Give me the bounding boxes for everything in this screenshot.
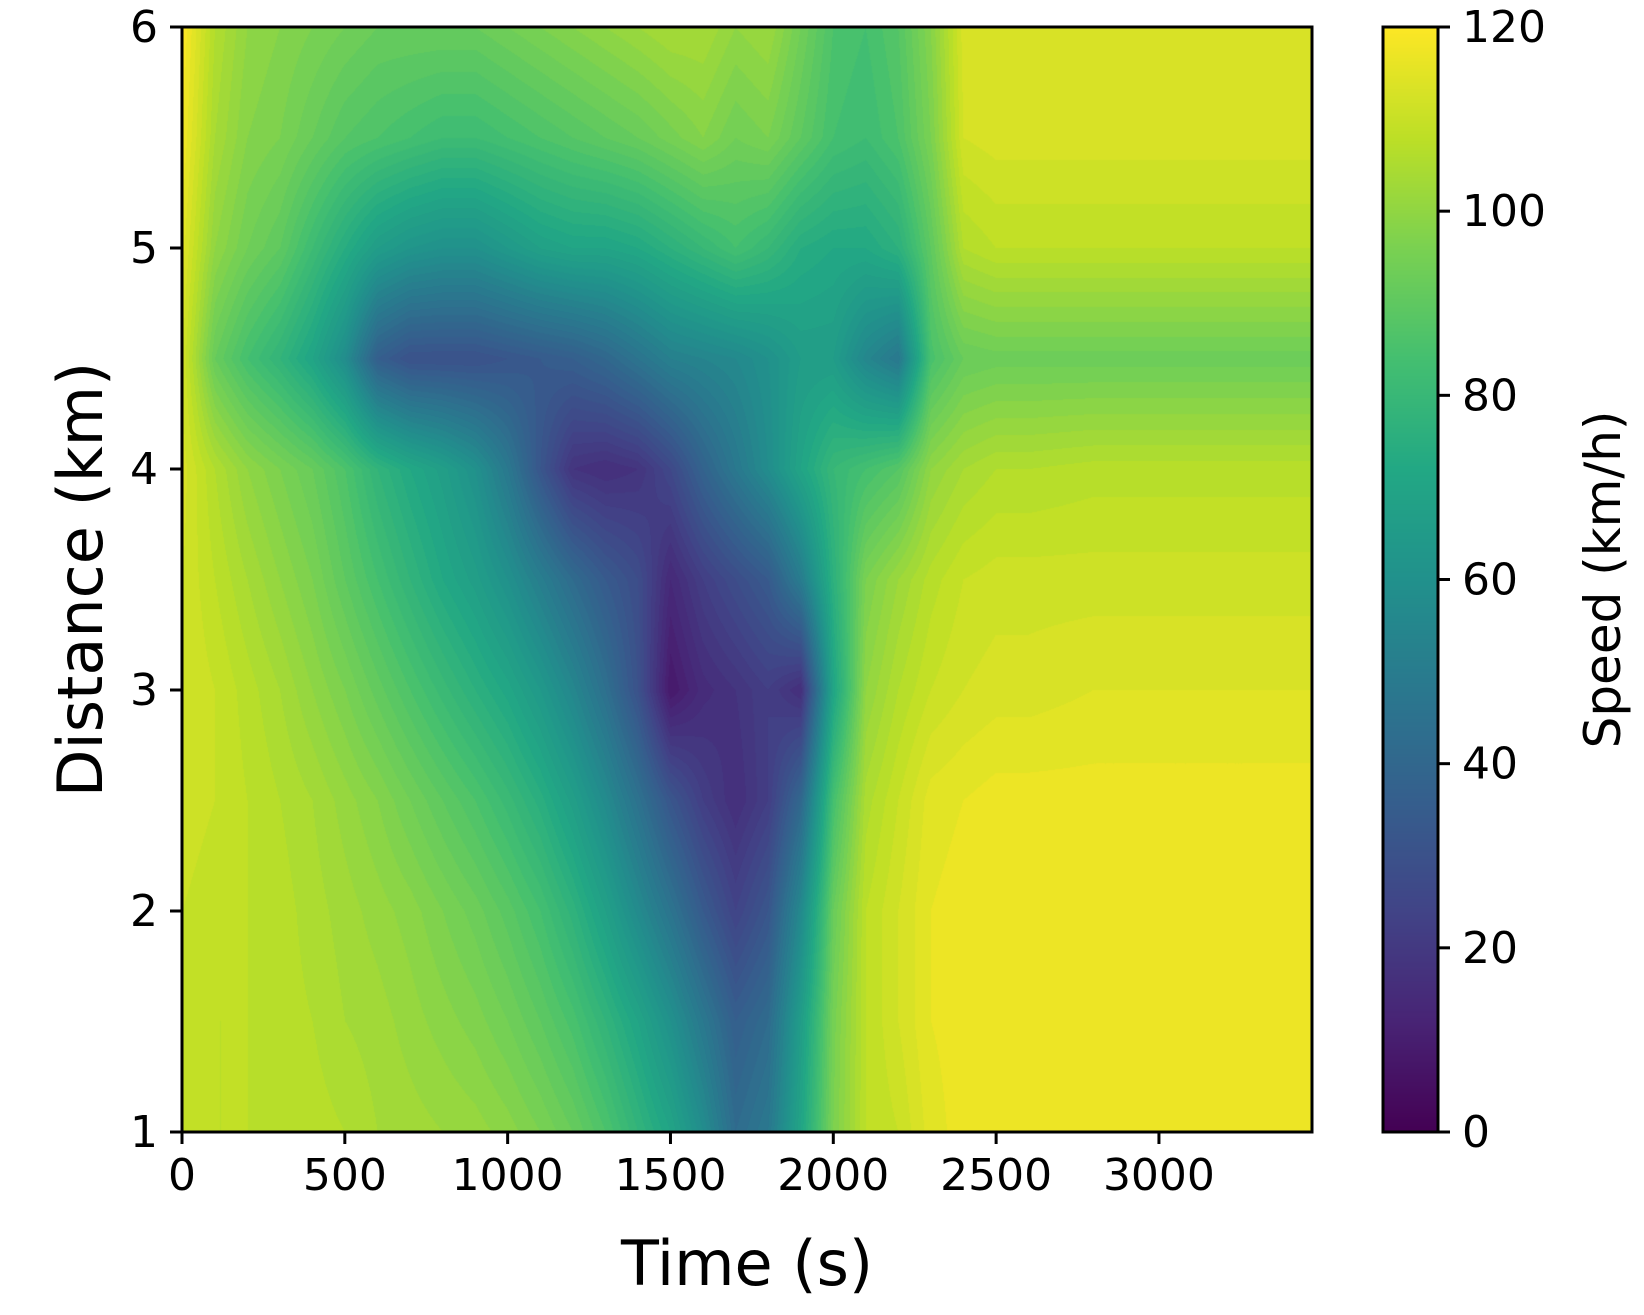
y-tick-label: 6 <box>130 2 158 53</box>
y-tick-label: 4 <box>130 444 158 495</box>
y-tick-label: 1 <box>130 1107 158 1158</box>
colorbar-frame <box>1381 25 1440 1134</box>
colorbar-title: Speed (km/h) <box>1574 411 1632 749</box>
x-tick-label: 0 <box>168 1150 196 1201</box>
colorbar-tick-label: 60 <box>1462 555 1518 606</box>
colorbar-ticks: 0 20 40 60 80 100 120 <box>1438 2 1546 1158</box>
colorbar-tick-label: 80 <box>1462 370 1518 421</box>
y-tick-label: 3 <box>130 665 158 716</box>
colorbar-tick-label: 40 <box>1462 739 1518 790</box>
x-tick-label: 1500 <box>614 1150 726 1201</box>
colorbar-tick-label: 20 <box>1462 923 1518 974</box>
heatmap-plot-area <box>182 27 1312 1132</box>
colorbar-gradient <box>1383 27 1438 1132</box>
x-tick-label: 500 <box>303 1150 387 1201</box>
x-tick-label: 2500 <box>940 1150 1052 1201</box>
x-axis-ticks: 0 500 1000 1500 2000 2500 3000 <box>168 1132 1215 1201</box>
x-axis-title: Time (s) <box>620 1227 873 1300</box>
plot-frame <box>180 25 1314 1134</box>
y-axis-ticks: 1 2 3 4 5 6 <box>130 2 182 1158</box>
y-axis-title: Distance (km) <box>44 362 117 797</box>
y-tick-label: 5 <box>130 223 158 274</box>
x-tick-label: 2000 <box>777 1150 889 1201</box>
colorbar-tick-label: 100 <box>1462 186 1546 237</box>
x-tick-label: 3000 <box>1103 1150 1215 1201</box>
colorbar-tick-label: 120 <box>1462 2 1546 53</box>
x-tick-label: 1000 <box>452 1150 564 1201</box>
y-tick-label: 2 <box>130 886 158 937</box>
colorbar-tick-label: 0 <box>1462 1107 1490 1158</box>
